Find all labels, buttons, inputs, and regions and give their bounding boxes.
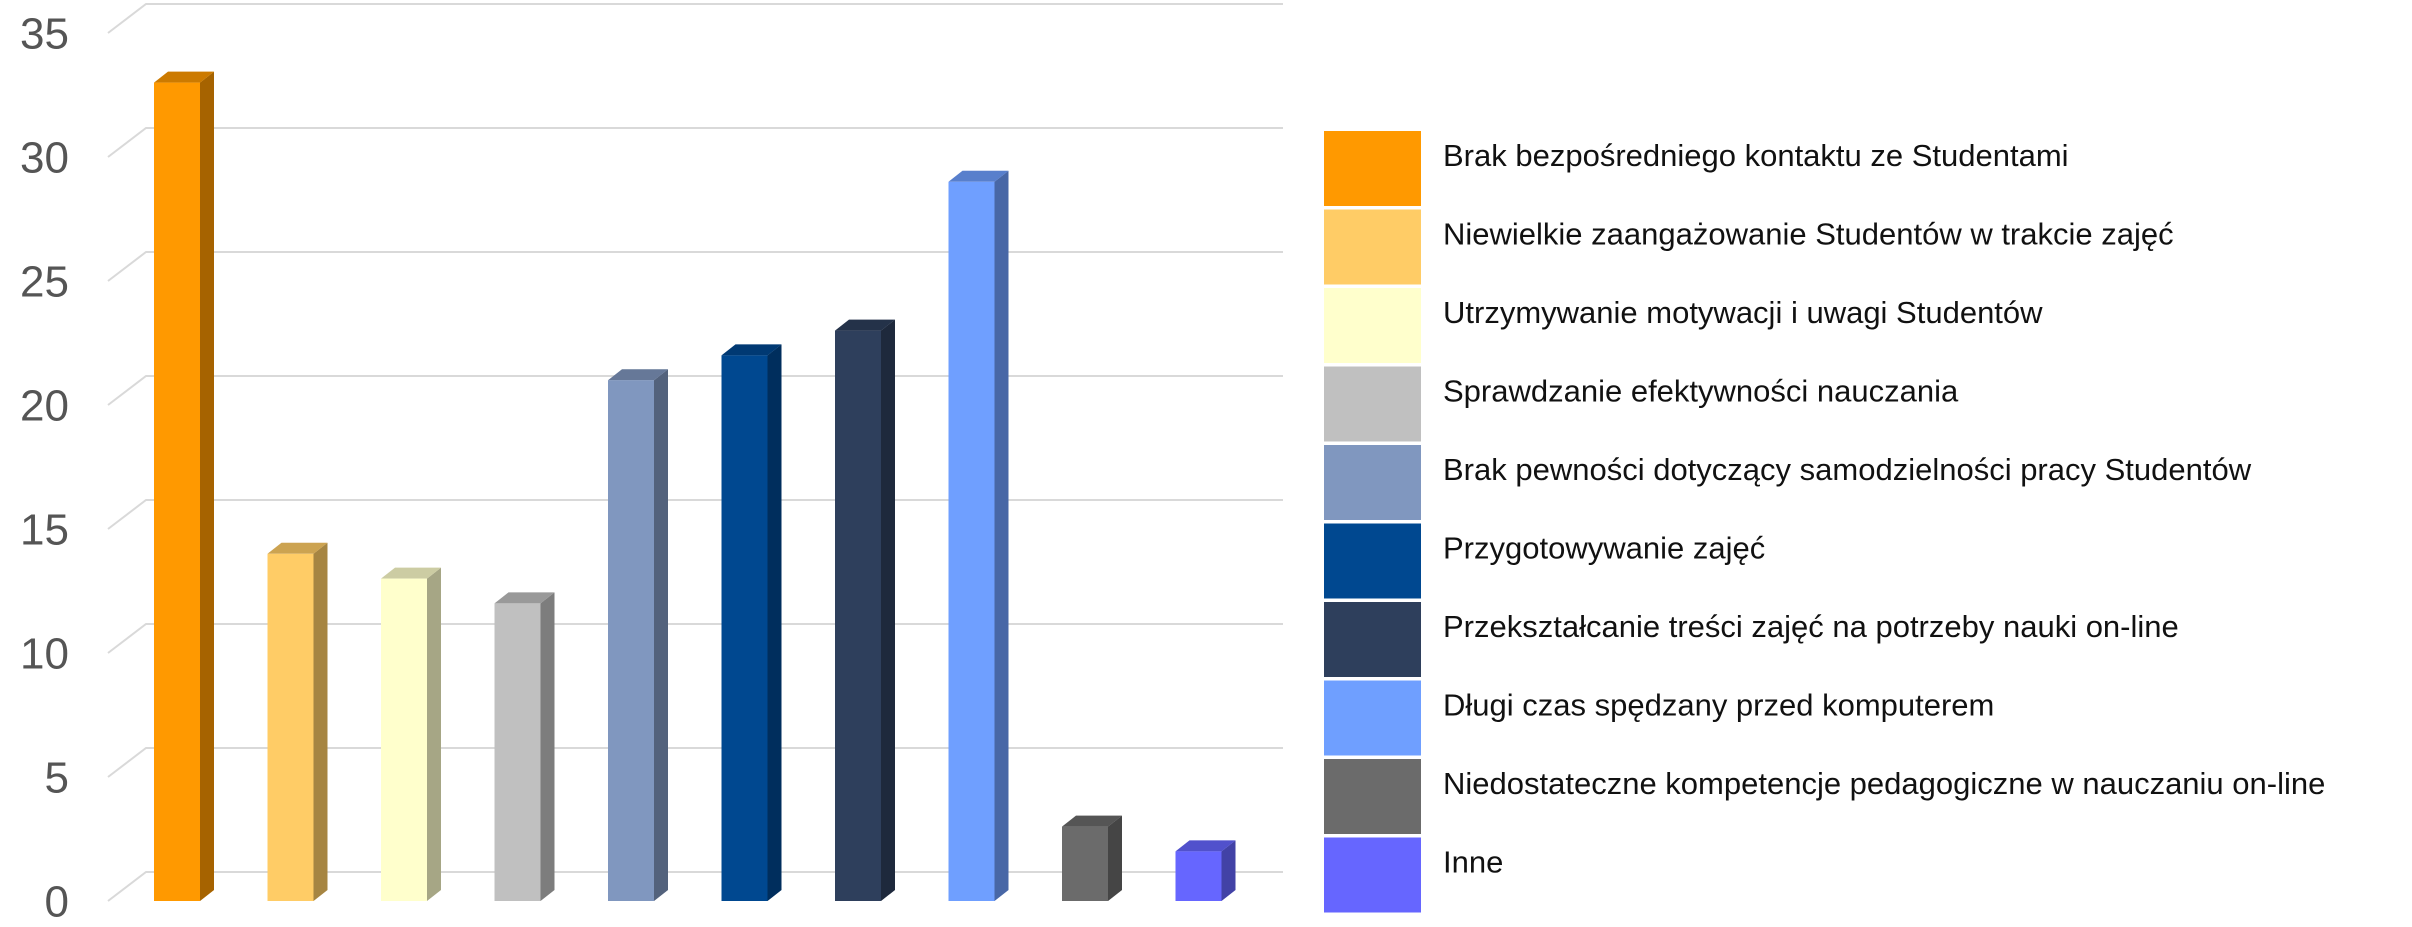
- legend-swatch: [1324, 445, 1421, 520]
- bar: [948, 181, 995, 902]
- grid-line: [107, 375, 1283, 406]
- legend-label: Utrzymywanie motywacji i uwagi Studentów: [1443, 295, 2043, 330]
- legend-swatch: [1324, 288, 1421, 363]
- bar-top-shade: [494, 592, 555, 604]
- bar-top: [267, 542, 328, 554]
- bar: [267, 553, 314, 901]
- bar-side: [427, 567, 441, 901]
- bar-top: [381, 567, 441, 579]
- bar-top-shade: [835, 319, 895, 331]
- bar-side: [881, 319, 895, 902]
- bar-top: [1062, 815, 1122, 827]
- bar-side-shade: [1108, 815, 1122, 901]
- grid-line: [107, 747, 1283, 778]
- bar-side: [200, 71, 214, 902]
- legend-swatch: [1324, 366, 1421, 442]
- legend-label: Brak pewności dotyczący samodzielności p…: [1443, 452, 2252, 487]
- legend-label: Sprawdzanie efektywności nauczania: [1443, 374, 1959, 409]
- bar-side-shade: [1221, 840, 1236, 901]
- bar-top: [608, 369, 668, 381]
- bar-top-shade: [948, 170, 1009, 182]
- bar: [381, 578, 427, 901]
- y-tick-label: 20: [20, 382, 69, 431]
- legend-swatch: [1324, 680, 1421, 756]
- bar: [1175, 851, 1222, 901]
- bar-side-shade: [767, 344, 782, 901]
- legend-swatch: [1324, 523, 1421, 599]
- y-tick-label: 30: [20, 134, 69, 183]
- legend-swatch: [1324, 759, 1421, 834]
- bar-top-shade: [721, 344, 782, 356]
- grid-line: [107, 623, 1283, 654]
- bar-top: [494, 592, 555, 604]
- y-tick-label: 15: [20, 506, 69, 555]
- bar-side: [654, 369, 668, 901]
- legend-label: Przekształcanie treści zajęć na potrzeby…: [1443, 609, 2179, 644]
- bar-side-shade: [881, 319, 895, 902]
- bar: [154, 82, 200, 902]
- bar-side: [767, 344, 782, 901]
- y-tick-label: 5: [45, 754, 69, 803]
- legend-swatch: [1324, 837, 1421, 913]
- bar-side-shade: [200, 71, 214, 902]
- bar-top: [154, 71, 214, 83]
- grid-line: [107, 251, 1283, 282]
- y-tick-label: 35: [20, 10, 69, 59]
- bar-side-shade: [427, 567, 441, 901]
- bar-top-shade: [154, 71, 214, 83]
- bar-side-shade: [994, 170, 1009, 902]
- bar: [1062, 826, 1108, 901]
- y-tick-label: 10: [20, 630, 69, 679]
- bar-side: [1108, 815, 1122, 901]
- bar: [494, 603, 541, 901]
- bar-top-shade: [381, 567, 441, 579]
- y-tick-label: 25: [20, 258, 69, 307]
- bar-top: [1175, 840, 1236, 852]
- grid-line: [107, 3, 1283, 34]
- legend-label: Niewielkie zaangażowanie Studentów w tra…: [1443, 217, 2174, 252]
- bar-top: [948, 170, 1009, 182]
- bar: [721, 355, 768, 901]
- bar: [835, 330, 881, 902]
- legend-label: Długi czas spędzany przed komputerem: [1443, 688, 1994, 723]
- bar-side-shade: [654, 369, 668, 901]
- bar-top: [721, 344, 782, 356]
- bar-top-shade: [1175, 840, 1236, 852]
- bar-side: [313, 542, 328, 901]
- bar-side-shade: [313, 542, 328, 901]
- bar-top-shade: [1062, 815, 1122, 827]
- bar-top: [835, 319, 895, 331]
- bar-side-shade: [540, 592, 555, 901]
- legend-swatch: [1324, 209, 1421, 285]
- bar-top-shade: [608, 369, 668, 381]
- y-tick-label: 0: [45, 878, 69, 927]
- grid-line: [107, 127, 1283, 158]
- grid-line: [107, 871, 1283, 902]
- bar: [608, 380, 654, 901]
- bar-top-shade: [267, 542, 328, 554]
- legend-swatch: [1324, 131, 1421, 206]
- legend-label: Brak bezpośredniego kontaktu ze Studenta…: [1443, 138, 2069, 173]
- legend-label: Niedostateczne kompetencje pedagogiczne …: [1443, 766, 2325, 801]
- bar-side: [994, 170, 1009, 902]
- bar-side: [540, 592, 555, 901]
- grid-line: [107, 499, 1283, 530]
- legend-label: Inne: [1443, 845, 1503, 880]
- legend-swatch: [1324, 602, 1421, 677]
- bar-side: [1221, 840, 1236, 901]
- legend-label: Przygotowywanie zajęć: [1443, 531, 1765, 566]
